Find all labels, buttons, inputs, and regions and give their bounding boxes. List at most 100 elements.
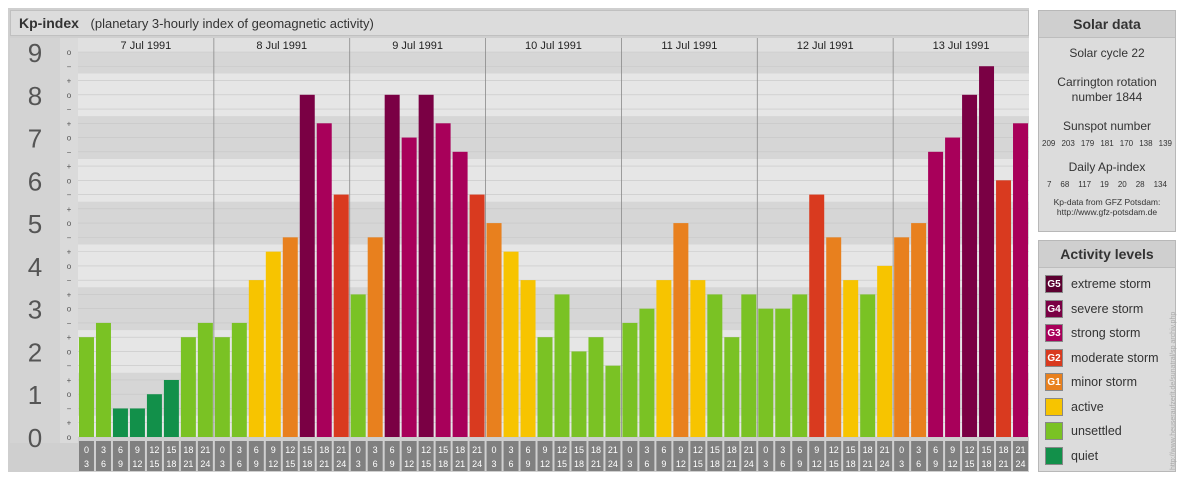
ap-value: 19 <box>1099 180 1109 189</box>
hour-label-box <box>877 441 893 471</box>
kp-bar <box>979 66 995 438</box>
day-label: 13 Jul 1991 <box>933 40 990 52</box>
hour-label-box <box>775 441 791 471</box>
hour-label-start: 18 <box>591 445 601 455</box>
hour-label-end: 6 <box>509 459 514 469</box>
hour-label-start: 21 <box>472 445 482 455</box>
hour-label-box <box>1013 441 1028 471</box>
hour-label-box <box>554 441 570 471</box>
kp-bar <box>690 280 706 437</box>
hour-label-box <box>741 441 757 471</box>
thirds-mark: + <box>67 376 72 385</box>
hour-label-box <box>520 441 536 471</box>
thirds-mark: + <box>67 248 72 257</box>
hour-label-box <box>894 441 910 471</box>
kp-bar <box>333 194 349 437</box>
hour-label-start: 0 <box>84 445 89 455</box>
hour-label-end: 15 <box>829 459 839 469</box>
hour-label-end: 6 <box>780 459 785 469</box>
hour-label-start: 18 <box>455 445 465 455</box>
hour-label-box <box>282 441 298 471</box>
kp-bar <box>95 322 111 437</box>
hour-label-start: 18 <box>183 445 193 455</box>
hour-label-end: 21 <box>863 459 873 469</box>
hour-label-start: 6 <box>118 445 123 455</box>
hour-label-start: 15 <box>710 445 720 455</box>
level-label: quiet <box>1071 448 1099 463</box>
kp-bar <box>792 294 808 437</box>
thirds-mark: o <box>67 262 72 271</box>
hour-label-start: 6 <box>390 445 395 455</box>
hour-label-start: 21 <box>1016 445 1026 455</box>
hour-label-start: 6 <box>526 445 531 455</box>
y-tick-label: 3 <box>28 295 42 325</box>
sunspot-value: 179 <box>1080 139 1095 148</box>
solar-data-title: Solar data <box>1039 11 1175 38</box>
credit-link[interactable]: http://www.gfz-potsdam.de <box>1056 207 1158 217</box>
hour-label-end: 3 <box>356 459 361 469</box>
hour-label-start: 18 <box>319 445 329 455</box>
hour-label-end: 12 <box>268 459 278 469</box>
level-label: unsettled <box>1071 424 1122 438</box>
hour-label-end: 12 <box>404 459 414 469</box>
thirds-mark: − <box>67 148 72 157</box>
kp-bar <box>554 294 570 437</box>
kp-bar <box>435 123 451 438</box>
hour-label-end: 18 <box>846 459 856 469</box>
hour-label-box <box>758 441 774 471</box>
hour-label-box <box>622 441 638 471</box>
grid-band <box>78 415 1029 437</box>
sunspot-value: 203 <box>1061 139 1075 148</box>
hour-label-start: 12 <box>693 445 703 455</box>
hour-label-start: 3 <box>237 445 242 455</box>
kp-bar <box>384 94 400 438</box>
activity-level-row: unsettled <box>1045 421 1122 441</box>
kp-bar <box>299 94 315 438</box>
hour-label-start: 6 <box>661 445 666 455</box>
hour-label-end: 21 <box>591 459 601 469</box>
kp-bar <box>180 337 196 437</box>
activity-level-row: G3 strong storm <box>1045 323 1140 343</box>
hour-label-end: 15 <box>557 459 567 469</box>
hour-label-box <box>112 441 128 471</box>
hour-label-box <box>418 441 434 471</box>
solar-data-panel: Solar data Solar cycle 22 Carrington rot… <box>1038 10 1176 232</box>
hour-label-end: 24 <box>880 459 890 469</box>
hour-label-box <box>690 441 706 471</box>
carrington-line2: number 1844 <box>1071 90 1143 104</box>
hour-label-start: 0 <box>220 445 225 455</box>
thirds-mark: − <box>67 319 72 328</box>
hour-label-start: 9 <box>950 445 955 455</box>
kp-bar <box>945 137 961 438</box>
hour-label-end: 15 <box>421 459 431 469</box>
day-label: 12 Jul 1991 <box>797 40 854 52</box>
kp-bar <box>248 280 264 437</box>
hour-label-start: 18 <box>863 445 873 455</box>
hour-label-end: 15 <box>285 459 295 469</box>
y-tick-label: 6 <box>28 166 42 196</box>
kp-bar <box>401 137 417 438</box>
sunspot-values: 209 203 179 181 170 138 139 <box>1039 139 1175 148</box>
kp-bar <box>231 322 247 437</box>
activity-levels-title: Activity levels <box>1039 241 1175 268</box>
hour-label-box <box>79 441 94 471</box>
hour-label-end: 9 <box>933 459 938 469</box>
hour-label-box <box>163 441 179 471</box>
kp-bar <box>282 237 298 437</box>
hour-label-box <box>367 441 383 471</box>
y-tick-label: 2 <box>28 337 42 367</box>
hour-label-start: 0 <box>627 445 632 455</box>
kp-bar <box>724 337 740 437</box>
sunspot-value: 181 <box>1100 139 1114 148</box>
hour-label-end: 12 <box>812 459 822 469</box>
hour-label-start: 12 <box>965 445 975 455</box>
hour-label-start: 9 <box>271 445 276 455</box>
thirds-mark: o <box>67 347 72 356</box>
activity-level-row: G5 extreme storm <box>1045 274 1151 294</box>
thirds-mark: o <box>67 433 72 442</box>
thirds-mark: − <box>67 362 72 371</box>
hour-label-end: 6 <box>916 459 921 469</box>
kp-bar <box>843 280 859 437</box>
activity-level-row: active <box>1045 397 1104 417</box>
